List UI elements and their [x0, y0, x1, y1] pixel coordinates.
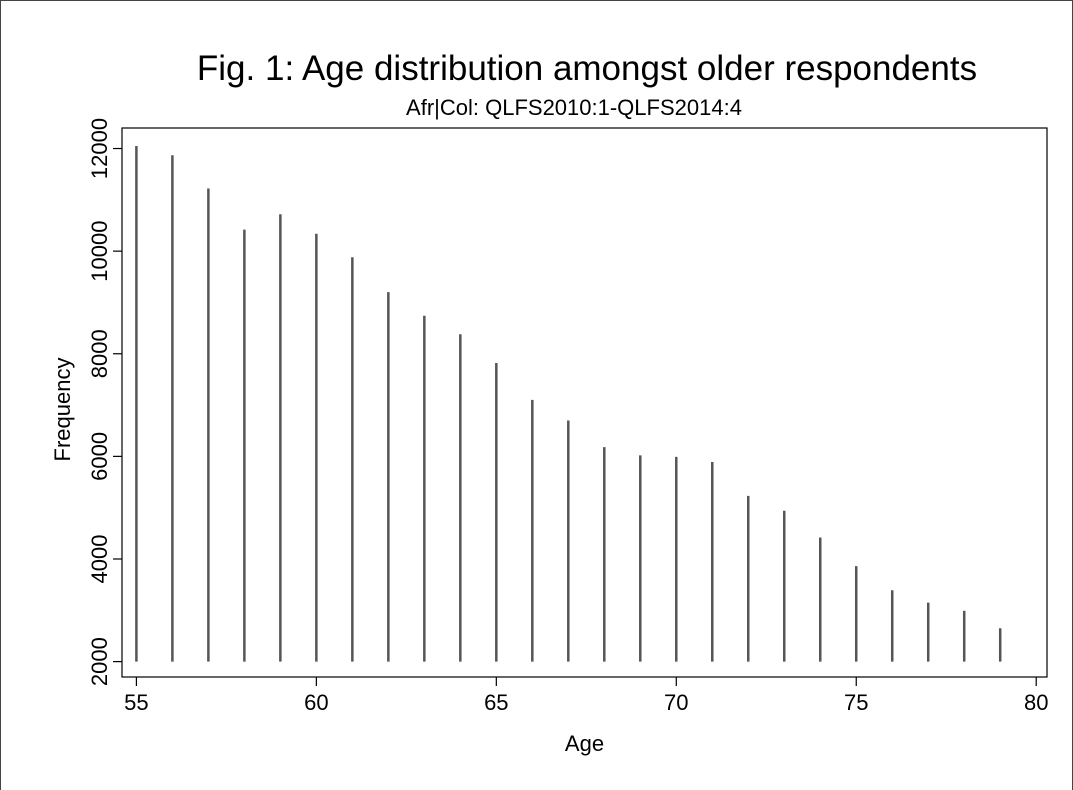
chart-subtitle: Afr|Col: QLFS2010:1-QLFS2014:4: [406, 95, 742, 120]
bars: [135, 145, 1002, 662]
x-tick-label: 65: [484, 690, 508, 715]
x-axis-title: Age: [565, 731, 604, 756]
x-tick-label: 55: [124, 690, 148, 715]
x-axis: 55 60 65 70 75 80: [124, 677, 1048, 715]
x-tick-label: 75: [844, 690, 868, 715]
x-tick-label: 60: [304, 690, 328, 715]
y-axis: 2000 4000 6000 8000 10000 12000: [87, 118, 122, 686]
y-tick-label: 4000: [87, 535, 112, 584]
chart-title: Fig. 1: Age distribution amongst older r…: [197, 49, 977, 88]
y-tick-label: 2000: [87, 637, 112, 686]
x-tick-label: 80: [1024, 690, 1048, 715]
y-axis-title: Frequency: [50, 358, 75, 462]
plot-area: [121, 127, 1048, 678]
x-tick-label: 70: [664, 690, 688, 715]
y-tick-label: 6000: [87, 432, 112, 481]
y-tick-label: 12000: [87, 118, 112, 179]
y-tick-label: 8000: [87, 329, 112, 378]
y-tick-label: 10000: [87, 221, 112, 282]
